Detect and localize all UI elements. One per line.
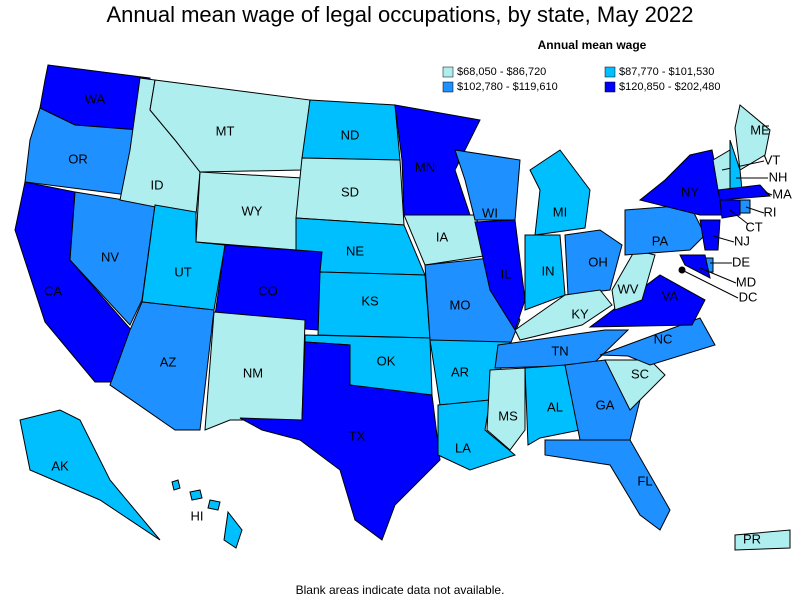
state-shape: [494, 329, 630, 369]
state-label: WA: [85, 91, 106, 106]
state-shape: [717, 184, 772, 201]
state-shape: [223, 510, 243, 549]
state-label: AL: [547, 399, 563, 414]
state-label: NC: [654, 331, 673, 346]
state-label: LA: [455, 440, 471, 455]
state-label: AK: [51, 458, 69, 473]
state-label: FL: [637, 473, 652, 488]
state-shape: [189, 489, 203, 501]
state-label: AR: [451, 364, 469, 379]
legend-label: $87,770 - $101,530: [619, 66, 714, 78]
state-label: MO: [450, 297, 471, 312]
legend-label: $102,780 - $119,610: [457, 81, 558, 93]
legend-swatch: [442, 81, 454, 93]
leader-line: [699, 267, 737, 284]
state-label: GA: [596, 397, 615, 412]
state-label: ME: [750, 122, 770, 137]
state-shape: [474, 219, 526, 332]
state-label: KY: [571, 306, 589, 321]
state-shape: [524, 364, 581, 446]
state-shape: [514, 289, 613, 341]
state-label: IL: [501, 266, 512, 281]
leader-line: [712, 235, 735, 243]
state-shape: [638, 149, 726, 216]
map-title: Annual mean wage of legal occupations, b…: [106, 2, 693, 27]
leader-line: [721, 160, 765, 171]
state-label: IA: [436, 229, 449, 244]
state-label: SC: [631, 366, 649, 381]
state-label: ND: [341, 127, 360, 142]
state-shape: [564, 229, 623, 296]
state-label: WY: [242, 203, 263, 218]
legend-label: $68,050 - $86,720: [457, 66, 546, 78]
state-shape: [171, 479, 181, 491]
state-shape: [739, 199, 751, 214]
state-label: MD: [736, 274, 756, 289]
state-shape: [604, 359, 666, 411]
state-label: UT: [174, 264, 191, 279]
state-label: NM: [243, 365, 263, 380]
state-label: PA: [652, 233, 669, 248]
legend-label: $120,850 - $202,480: [619, 81, 721, 93]
state-label: MI: [553, 204, 567, 219]
state-label: SD: [341, 184, 359, 199]
leader-line: [729, 209, 749, 225]
leader-line: [683, 270, 739, 299]
state-label: CO: [258, 283, 278, 298]
state-label: WI: [482, 205, 498, 220]
state-label: TN: [551, 343, 568, 358]
legend-swatch: [442, 66, 454, 78]
state-label: VA: [662, 288, 679, 303]
state-label: MS: [498, 408, 518, 423]
state-shape: [678, 266, 686, 274]
state-label: OK: [377, 353, 396, 368]
state-label: KS: [361, 293, 379, 308]
state-label: WV: [618, 281, 639, 296]
state-label: ID: [151, 177, 164, 192]
state-label: DE: [732, 254, 750, 269]
state-shape: [109, 301, 215, 431]
state-shape: [699, 219, 721, 251]
state-label: AZ: [160, 354, 177, 369]
state-label: MT: [216, 123, 235, 138]
state-label: RI: [764, 204, 777, 219]
state-shape: [239, 341, 441, 541]
state-shape: [529, 149, 591, 236]
state-label: NH: [769, 169, 788, 184]
state-label: PR: [743, 531, 761, 546]
state-shape: [734, 529, 791, 551]
state-shape: [19, 409, 161, 541]
state-shape: [734, 104, 771, 171]
footnote: Blank areas indicate data not available.: [296, 583, 505, 597]
state-label: IN: [542, 263, 555, 278]
state-label: CA: [44, 283, 62, 298]
state-label: TX: [349, 428, 366, 443]
state-shape: [679, 254, 711, 279]
legend-swatch: [604, 81, 616, 93]
leader-line: [745, 206, 765, 214]
state-label: NE: [346, 243, 364, 258]
state-label: HI: [191, 508, 204, 523]
state-label: VT: [764, 152, 781, 167]
state-label: OH: [588, 254, 608, 269]
state-label: NY: [681, 184, 699, 199]
state-label: CT: [745, 219, 762, 234]
state-shape: [207, 499, 221, 511]
state-label: OR: [68, 151, 88, 166]
legend: $68,050 - $86,720 $87,770 - $101,530 $102,…: [442, 66, 721, 93]
state-label: MN: [415, 159, 435, 174]
state-shape: [486, 367, 526, 451]
leader-line: [764, 191, 773, 196]
state-shape: [454, 149, 521, 221]
states: WA OR CA NV ID MT WY UT CO AZ NM ND SD NE KS OK TX MN IA MO…: [14, 64, 792, 551]
state-label: NV: [101, 249, 119, 264]
state-shape: [544, 439, 671, 531]
state-label: DC: [739, 289, 758, 304]
state-shape: [611, 249, 656, 311]
legend-title: Annual mean wage: [538, 38, 647, 52]
state-label: MA: [772, 186, 792, 201]
legend-swatch: [604, 66, 616, 78]
state-label: NJ: [734, 233, 750, 248]
